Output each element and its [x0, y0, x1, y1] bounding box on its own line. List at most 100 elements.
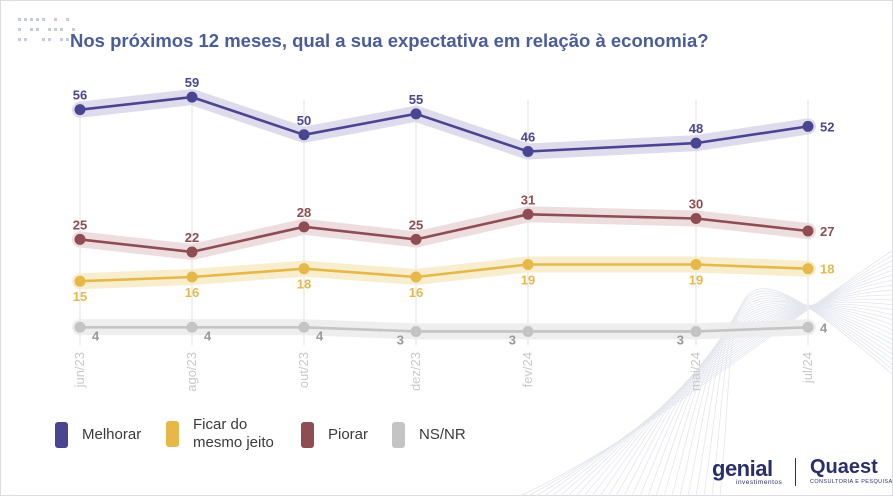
data-label: 59 — [185, 75, 199, 90]
data-point — [74, 321, 86, 333]
legend-label: Ficar do mesmo jeito — [193, 416, 274, 451]
legend-swatch — [392, 422, 405, 448]
decorative-wave-line — [583, 289, 893, 496]
data-point — [186, 246, 198, 258]
data-label: 50 — [297, 113, 311, 128]
data-point — [298, 321, 310, 333]
series-melhorar: 56 59 50 55 46 48 52 — [72, 75, 834, 160]
x-tick-label: jul/24 — [800, 352, 815, 384]
data-label: 27 — [820, 224, 834, 239]
decorative-wave-line — [719, 288, 893, 496]
decorative-wave-line — [527, 254, 893, 496]
quaest-logo: Quaest — [810, 456, 878, 478]
data-point — [298, 129, 310, 141]
data-label: 4 — [820, 320, 828, 335]
decorative-wave-line — [543, 264, 893, 496]
genial-logo: genial — [712, 456, 773, 481]
x-tick-label: mai/24 — [688, 352, 703, 391]
chart-title: Nos próximos 12 meses, qual a sua expect… — [70, 30, 709, 51]
data-point — [522, 325, 534, 337]
data-label: 16 — [409, 285, 423, 300]
decorative-wave-line — [551, 269, 893, 496]
data-point — [410, 233, 422, 245]
decorative-wave-lines — [519, 249, 893, 496]
data-point — [410, 325, 422, 337]
data-label: 19 — [521, 272, 535, 287]
logo-separator — [795, 458, 796, 486]
legend-swatch — [301, 422, 314, 448]
data-point — [802, 263, 814, 275]
data-label: 28 — [297, 205, 311, 220]
series-ns-nr: 4 4 4 3 3 3 4 — [72, 319, 828, 347]
series-ficar-do-mesmo-jeito: 15 16 18 16 19 19 18 — [72, 256, 834, 304]
data-label: 15 — [73, 289, 87, 304]
decorative-wave-line — [615, 303, 893, 496]
legend-item: NS/NR — [392, 422, 466, 448]
data-point — [802, 120, 814, 132]
data-point — [522, 208, 534, 220]
data-point — [298, 221, 310, 233]
data-point — [690, 258, 702, 270]
data-label: 30 — [689, 196, 703, 211]
series-piorar: 25 22 28 25 31 30 27 — [72, 192, 834, 260]
data-point — [690, 212, 702, 224]
data-label: 4 — [204, 328, 212, 343]
data-label: 52 — [820, 119, 834, 134]
legend-swatch — [166, 421, 179, 447]
decorative-wave-line — [703, 293, 893, 496]
decorative-wave-line — [567, 279, 893, 496]
data-label: 3 — [509, 332, 516, 347]
data-point — [186, 91, 198, 103]
data-label: 48 — [689, 121, 703, 136]
data-point — [298, 263, 310, 275]
legend-item: Melhorar — [55, 422, 141, 448]
legend-label: Melhorar — [82, 426, 142, 443]
decorative-wave-line — [575, 284, 893, 496]
data-label: 18 — [297, 277, 311, 292]
x-tick-label: fev/24 — [520, 352, 535, 387]
legend-label: Piorar — [328, 426, 369, 443]
data-point — [74, 275, 86, 287]
decorative-wave-line — [599, 298, 893, 496]
data-point — [74, 104, 86, 116]
data-label: 56 — [73, 88, 87, 103]
x-axis-labels: jun/23 ago/23 out/23 dez/23 fev/24 mai/24 jul/… — [72, 352, 815, 392]
data-label: 3 — [677, 332, 684, 347]
data-point — [522, 146, 534, 158]
dots-pattern — [18, 18, 75, 41]
data-point — [186, 321, 198, 333]
legend-item: Piorar — [301, 422, 368, 448]
x-tick-label: out/23 — [296, 352, 311, 388]
data-label: 31 — [521, 192, 535, 207]
legend-item: Ficar do mesmo jeito — [166, 416, 274, 452]
data-label: 25 — [73, 217, 87, 232]
x-tick-label: dez/23 — [408, 352, 423, 391]
data-label: 46 — [521, 130, 535, 145]
data-label: 4 — [316, 328, 324, 343]
legend-swatch — [55, 422, 68, 448]
legend-label: NS/NR — [419, 426, 466, 443]
data-point — [186, 271, 198, 283]
decorative-wave-line — [535, 259, 893, 496]
data-point — [522, 258, 534, 270]
data-point — [690, 137, 702, 149]
x-tick-label: jun/23 — [72, 352, 87, 388]
data-point — [410, 271, 422, 283]
data-point — [690, 325, 702, 337]
data-label: 3 — [397, 332, 404, 347]
data-label: 25 — [409, 217, 423, 232]
quaest-logo-subtitle: CONSULTORIA E PESQUISA — [810, 479, 893, 485]
decorative-wave-line — [607, 301, 893, 496]
data-point — [802, 321, 814, 333]
decorative-wave-line — [711, 290, 893, 496]
data-point — [410, 108, 422, 120]
genial-logo-subtitle: investimentos — [736, 479, 783, 486]
data-label: 18 — [820, 262, 834, 277]
data-label: 55 — [409, 92, 423, 107]
x-tick-label: ago/23 — [184, 352, 199, 392]
data-label: 4 — [92, 328, 100, 343]
data-label: 16 — [185, 285, 199, 300]
data-point — [74, 233, 86, 245]
